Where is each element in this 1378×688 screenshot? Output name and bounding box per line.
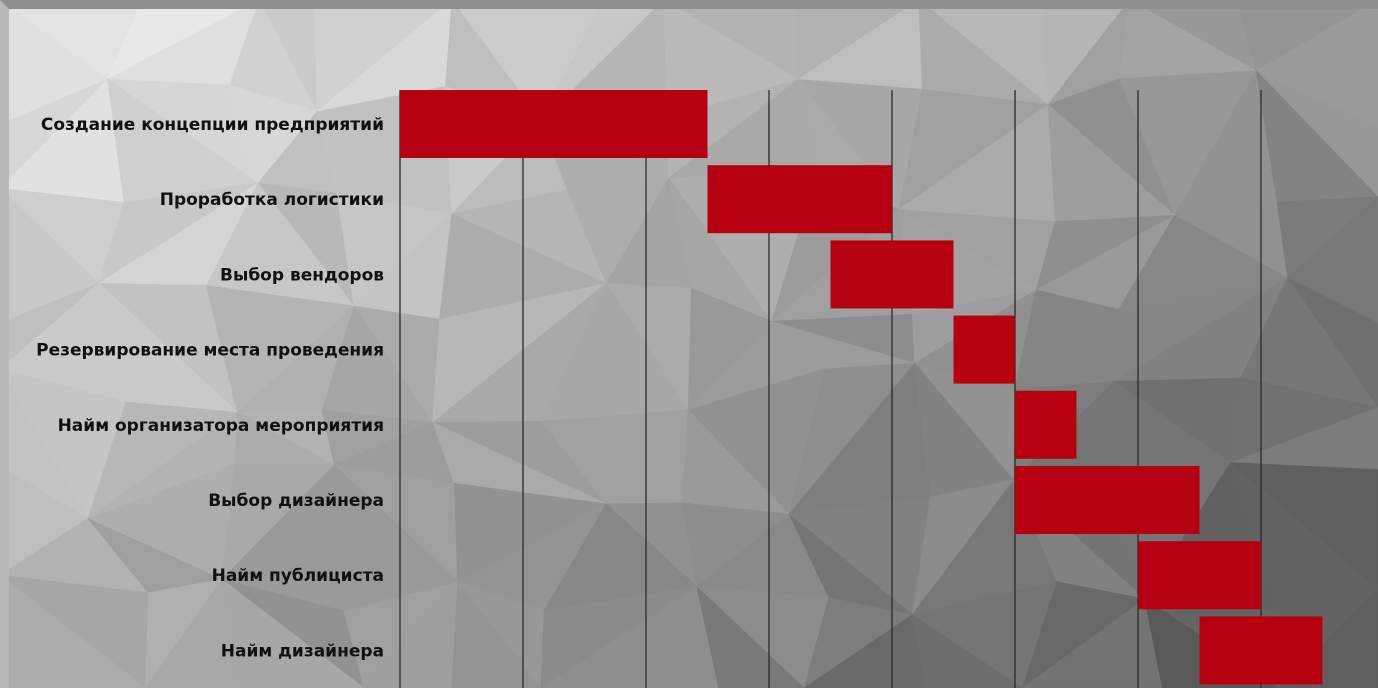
task-label: Создание концепции предприятий xyxy=(41,115,384,135)
task-label: Выбор вендоров xyxy=(220,265,384,285)
task-bar xyxy=(1015,466,1200,534)
task-bar xyxy=(1138,541,1261,610)
task-bar xyxy=(707,165,892,234)
background-facet xyxy=(696,585,805,688)
background-facet xyxy=(0,574,147,688)
task-label: Найм дизайнера xyxy=(221,641,384,661)
task-label: Найм публициста xyxy=(212,566,384,586)
task-label: Проработка логистики xyxy=(160,190,384,210)
task-bar xyxy=(1015,390,1077,459)
task-label: Выбор дизайнера xyxy=(208,491,384,511)
task-label: Найм организатора мероприятия xyxy=(58,416,384,436)
task-bar xyxy=(1199,616,1323,685)
task-bar xyxy=(953,315,1015,384)
task-bar xyxy=(400,90,708,158)
task-labels: Создание концепции предприятий Проработка… xyxy=(36,115,384,661)
background-facet xyxy=(221,578,365,688)
task-bars xyxy=(400,90,1323,685)
background-facet xyxy=(451,581,542,688)
task-bar xyxy=(830,240,954,309)
background-facet xyxy=(911,614,1023,688)
task-label: Резервирование места проведения xyxy=(36,341,384,361)
